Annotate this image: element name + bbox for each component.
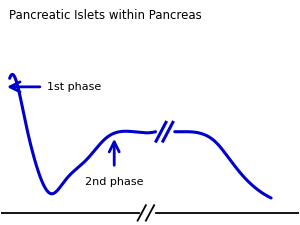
Text: 1st phase: 1st phase: [47, 82, 101, 92]
Text: Pancreatic Islets within Pancreas: Pancreatic Islets within Pancreas: [9, 9, 201, 22]
Text: 2nd phase: 2nd phase: [85, 177, 143, 187]
